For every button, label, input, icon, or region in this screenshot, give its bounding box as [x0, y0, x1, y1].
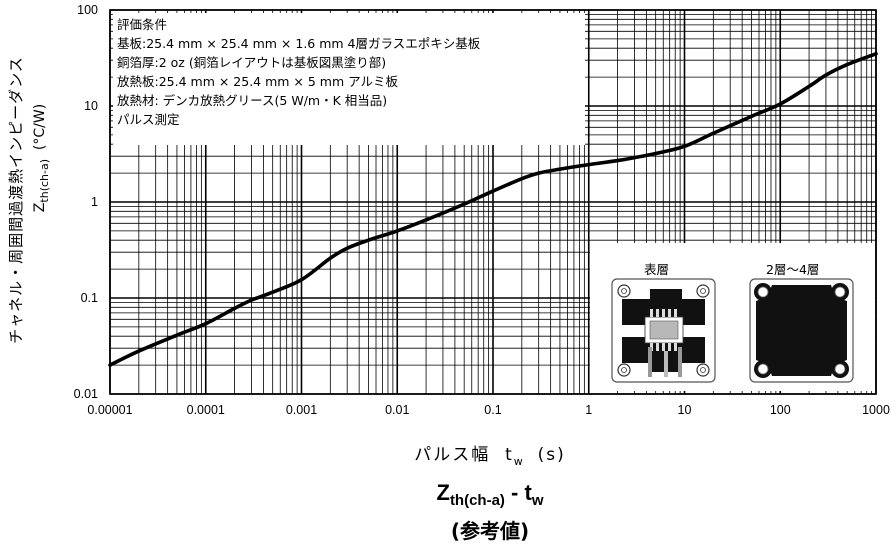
x-axis-label: パルス幅 tw (s) [350, 440, 630, 468]
curve-layer [108, 51, 878, 367]
x-tick-label: 0.00001 [87, 403, 132, 417]
y-symbol-unit: (°C/W) [32, 103, 48, 151]
y-symbol-base: Z [32, 202, 48, 213]
y-tick-label: 0.1 [81, 291, 98, 305]
y-axis-label-text: チャネル・周囲間過渡熱インピーダンス [6, 56, 25, 344]
x-tick-label: 10 [678, 403, 692, 417]
inset-label-top-layer: 表層 [644, 262, 670, 277]
x-tick-label: 0.1 [484, 403, 501, 417]
x-symbol-base: t [505, 445, 514, 465]
title-sub2: w [531, 492, 544, 509]
evaluation-conditions: 評価条件 基板:25.4 mm × 25.4 mm × 1.6 mm 4層ガラス… [113, 13, 585, 145]
x-tick-label: 1000 [862, 403, 890, 417]
condition-line-1: 評価条件 [117, 17, 168, 32]
y-tick-label: 0.01 [74, 387, 98, 401]
y-tick-label: 10 [84, 99, 98, 113]
x-tick-label: 100 [770, 403, 791, 417]
condition-line-6: パルス測定 [117, 112, 180, 127]
chart-title: Zth(ch-a) - tw [330, 480, 650, 509]
y-tick-label: 1 [91, 195, 98, 209]
x-tick-label: 1 [585, 403, 592, 417]
title-base: Z [436, 480, 450, 505]
x-tick-label: 0.01 [385, 403, 409, 417]
y-symbol-sub: th(ch-a) [37, 158, 51, 203]
tick-labels: 0.00001 0.0001 0.001 0.01 0.1 1 10 100 100010010… [74, 3, 890, 417]
series-0-line [108, 51, 878, 367]
x-symbol-sub: w [513, 455, 523, 468]
title-sub: th(ch-a) [449, 492, 505, 509]
title-base2: t [524, 480, 532, 505]
condition-line-2: 基板:25.4 mm × 25.4 mm × 1.6 mm 4層ガラスエポキシ基… [117, 36, 481, 51]
x-tick-label: 0.001 [286, 403, 317, 417]
plot-border [109, 9, 877, 395]
condition-line-4: 放熱板:25.4 mm × 25.4 mm × 5 mm アルミ板 [117, 74, 398, 89]
inset-label-inner-layers: 2層～4層 [766, 262, 820, 277]
y-tick-label: 100 [77, 3, 98, 17]
reference-note: (参考値) [450, 519, 530, 543]
x-axis-label-text: パルス幅 [414, 445, 491, 465]
board-layout-inset: 表層 2層～4層 [590, 243, 875, 391]
condition-line-3: 銅箔厚:2 oz (銅箔レイアウトは基板図黒塗り部) [117, 55, 387, 70]
board-top-layer-image [611, 278, 716, 383]
title-dash: - [504, 480, 525, 505]
board-drawings [611, 278, 854, 383]
y-axis-label: チャネル・周囲間過渡熱インピーダンス [0, 0, 30, 439]
condition-line-5: 放熱材: デンカ放熱グリース(5 W/m・K 相当品) [117, 93, 388, 108]
x-tick-label: 0.0001 [187, 403, 225, 417]
x-axis-unit: (s) [537, 445, 566, 465]
plot-frame [109, 9, 877, 395]
board-inner-layers-image [749, 278, 854, 383]
